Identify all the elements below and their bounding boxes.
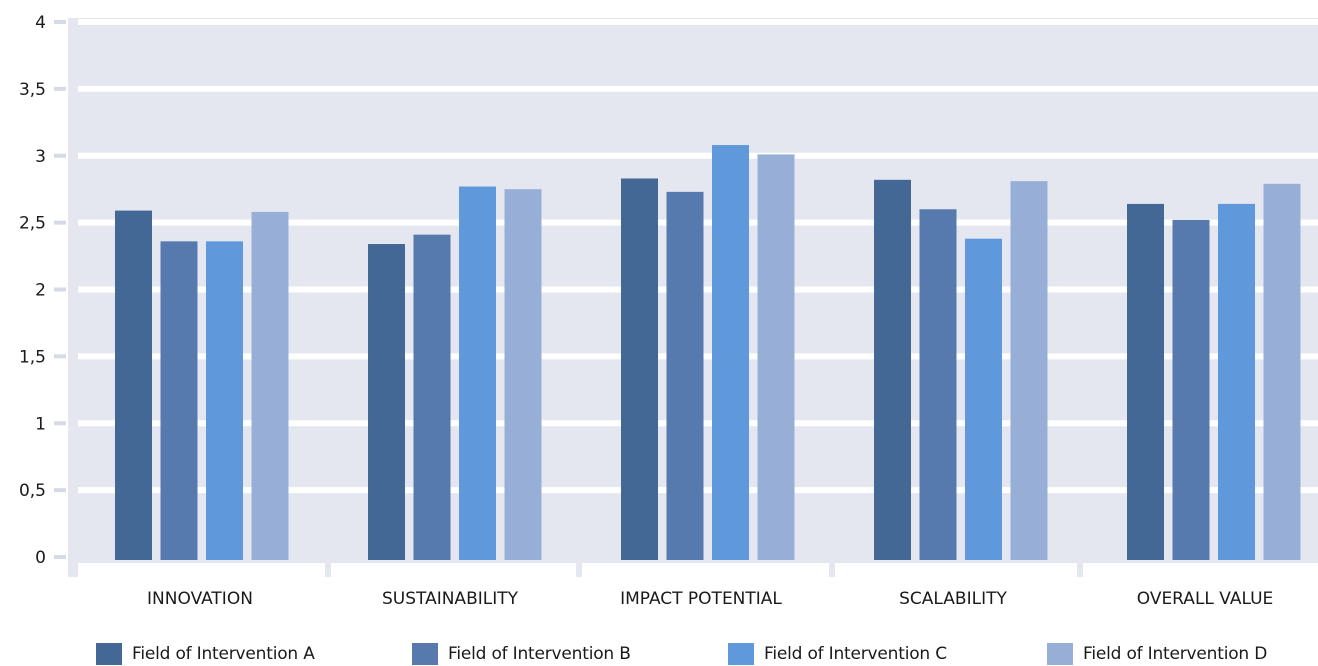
- bar: [712, 145, 749, 561]
- legend-item: Field of Intervention D: [1047, 642, 1267, 666]
- bar: [160, 241, 198, 560]
- gridline: [78, 19, 1318, 25]
- bar: [965, 238, 1002, 561]
- legend-swatch: [96, 643, 122, 665]
- legend-item: Field of Intervention B: [412, 642, 631, 666]
- legend-swatch: [1047, 643, 1073, 665]
- y-axis: 0 0,5 1 1,5 2 2,5 3 3,5 4: [19, 13, 66, 568]
- category-separator: [325, 561, 331, 577]
- category-separator: [70, 561, 76, 577]
- y-tick-label: 3: [35, 147, 46, 167]
- x-tick-label: IMPACT POTENTIAL: [620, 589, 782, 609]
- legend-label: Field of Intervention B: [448, 644, 631, 664]
- x-axis: INNOVATION SUSTAINABILITY IMPACT POTENTIAL…: [147, 589, 1273, 609]
- y-tick-mark: [54, 20, 66, 24]
- y-tick-mark: [54, 421, 66, 426]
- y-tick-mark: [54, 86, 66, 91]
- legend-label: Field of Intervention A: [132, 644, 315, 664]
- bar: [504, 189, 542, 560]
- y-tick-label: 3,5: [19, 80, 46, 100]
- legend-swatch: [728, 643, 754, 665]
- bar: [413, 234, 451, 560]
- bar: [621, 178, 658, 561]
- category-separator: [1077, 561, 1083, 577]
- legend: Field of Intervention A Field of Interven…: [0, 636, 1318, 666]
- y-tick-mark: [54, 153, 66, 158]
- y-tick-label: 2: [35, 281, 46, 301]
- bar: [1218, 203, 1255, 560]
- x-tick-label: INNOVATION: [147, 589, 253, 609]
- bar: [459, 186, 496, 560]
- y-tick-label: 0: [35, 548, 46, 568]
- y-tick-mark: [54, 287, 66, 292]
- gridline: [78, 85, 1318, 92]
- legend-item: Field of Intervention A: [96, 642, 315, 666]
- bar: [1127, 203, 1164, 560]
- y-tick-label: 1,5: [19, 347, 46, 367]
- y-tick-label: 4: [35, 13, 46, 33]
- legend-label: Field of Intervention C: [764, 644, 947, 664]
- legend-item: Field of Intervention C: [728, 642, 947, 666]
- bar: [666, 191, 704, 561]
- category-separator: [829, 561, 835, 577]
- y-tick-label: 2,5: [19, 214, 46, 234]
- bar: [251, 211, 289, 561]
- bar: [115, 210, 152, 560]
- y-tick-mark: [54, 220, 66, 225]
- x-tick-label: OVERALL VALUE: [1137, 589, 1274, 609]
- category-separator: [576, 561, 582, 577]
- y-tick-label: 0,5: [19, 481, 46, 501]
- y-tick-mark: [54, 354, 66, 359]
- legend-swatch: [412, 643, 438, 665]
- y-tick-mark: [54, 555, 66, 559]
- bar-chart: 0 0,5 1 1,5 2 2,5 3 3,5 4 INNOVATION SUSTAINABILI…: [19, 13, 1318, 609]
- gridline: [78, 152, 1318, 159]
- bar: [874, 179, 911, 560]
- bar: [206, 241, 243, 560]
- bars: [115, 145, 1301, 561]
- axis-strip: [78, 563, 1318, 577]
- y-tick-mark: [54, 488, 66, 493]
- x-tick-label: SUSTAINABILITY: [382, 589, 519, 609]
- bar: [1172, 219, 1210, 560]
- bar: [919, 209, 957, 560]
- legend-label: Field of Intervention D: [1083, 644, 1268, 664]
- bar: [1263, 183, 1301, 560]
- bar: [368, 244, 405, 560]
- bar: [757, 154, 795, 560]
- y-tick-label: 1: [35, 414, 46, 434]
- x-tick-label: SCALABILITY: [899, 589, 1007, 609]
- bar: [1010, 181, 1048, 560]
